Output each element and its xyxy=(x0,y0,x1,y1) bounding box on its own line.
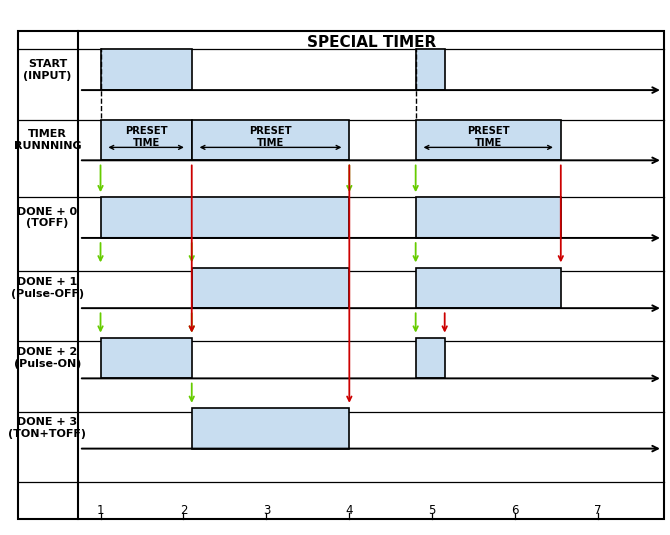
Text: DONE + 0
(TOFF): DONE + 0 (TOFF) xyxy=(17,207,78,228)
Bar xyxy=(100,197,349,238)
Text: DONE + 1
(Pulse-OFF): DONE + 1 (Pulse-OFF) xyxy=(11,277,84,299)
Text: PRESET
TIME: PRESET TIME xyxy=(125,126,168,148)
Text: PRESET
TIME: PRESET TIME xyxy=(249,126,292,148)
Text: 2: 2 xyxy=(180,504,187,517)
Bar xyxy=(100,338,192,378)
Text: 1: 1 xyxy=(96,504,105,517)
Bar xyxy=(415,268,561,308)
Text: 3: 3 xyxy=(263,504,270,517)
Text: SPECIAL TIMER: SPECIAL TIMER xyxy=(307,35,436,50)
Text: DONE + 2
(Pulse-ON): DONE + 2 (Pulse-ON) xyxy=(14,347,81,369)
Bar xyxy=(192,408,349,449)
Bar xyxy=(100,120,192,160)
Bar xyxy=(192,120,349,160)
Text: PRESET
TIME: PRESET TIME xyxy=(467,126,510,148)
Bar xyxy=(415,120,561,160)
Bar xyxy=(192,268,349,308)
Text: 5: 5 xyxy=(429,504,436,517)
Bar xyxy=(415,49,445,90)
Bar xyxy=(415,197,561,238)
Text: 6: 6 xyxy=(511,504,519,517)
Bar xyxy=(415,338,445,378)
Text: 7: 7 xyxy=(594,504,602,517)
Text: 4: 4 xyxy=(346,504,353,517)
Bar xyxy=(100,49,192,90)
Text: TIMER
RUNNNING: TIMER RUNNNING xyxy=(13,129,81,151)
Text: DONE + 3
(TON+TOFF): DONE + 3 (TON+TOFF) xyxy=(9,417,86,439)
Text: START
(INPUT): START (INPUT) xyxy=(23,59,72,81)
